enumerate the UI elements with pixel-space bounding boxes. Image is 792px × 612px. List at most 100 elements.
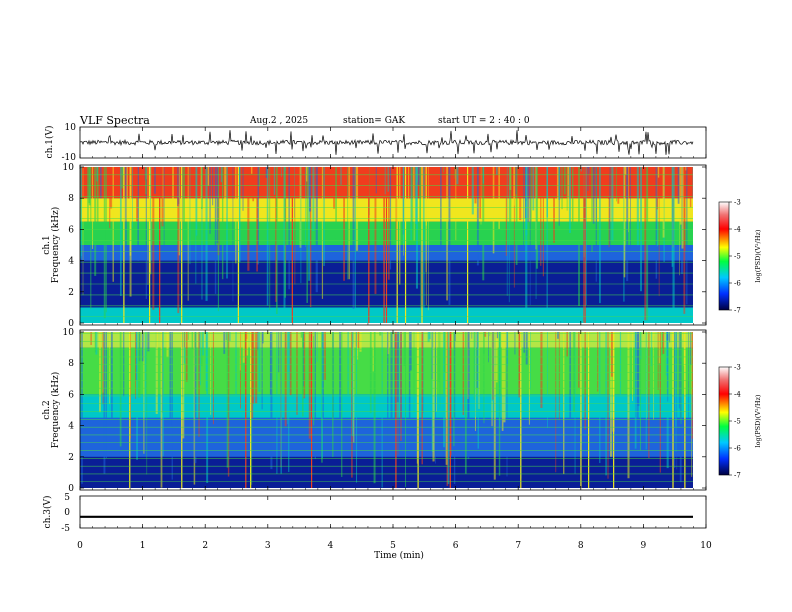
ch1-waveform-line	[79, 130, 694, 155]
frequency-tick-label: 8	[68, 359, 74, 369]
spectrogram-streak	[99, 167, 102, 199]
spectrogram-streak	[599, 332, 601, 464]
spectrogram-streak	[595, 167, 597, 282]
spectrogram-streak	[675, 332, 677, 452]
x-tick-label: 9	[641, 541, 647, 551]
spectrogram-streak	[454, 332, 456, 342]
spectrogram-streak	[261, 332, 264, 344]
spectrogram-streak	[201, 167, 203, 300]
spectrogram-streak	[553, 167, 555, 243]
spectrogram-streak	[563, 167, 566, 195]
spectrogram-streak	[145, 167, 147, 299]
x-tick-label: 5	[390, 541, 396, 551]
spectrogram-streak	[343, 167, 346, 281]
spectrogram-streak	[294, 167, 296, 285]
spectrogram-impulse	[291, 167, 293, 323]
spectrogram-streak	[547, 332, 548, 428]
spectrogram-streak	[87, 167, 89, 232]
spectrogram-streak	[691, 332, 693, 477]
spectrogram-streak	[632, 332, 633, 401]
spectrogram-streak	[355, 167, 359, 251]
spectrogram-streak	[198, 332, 200, 437]
spectrogram-streak	[513, 167, 516, 206]
spectrogram-streak	[686, 167, 688, 305]
spectrogram-streak	[599, 167, 601, 304]
spectrogram-streak	[677, 167, 680, 204]
spectrogram-streak	[94, 167, 97, 276]
spectrogram-streak	[229, 332, 231, 341]
spectrogram-streak	[515, 167, 517, 195]
spectrogram-impulse	[159, 167, 161, 323]
spectrogram-streak	[195, 167, 198, 236]
spectrogram-streak	[503, 332, 506, 423]
spectrogram-streak	[423, 167, 425, 311]
spectrogram-streak	[226, 332, 229, 468]
spectrogram-streak	[473, 332, 475, 400]
spectrogram-streak	[413, 167, 415, 241]
ch1-waveform-ylabel: ch.1(V)	[44, 126, 55, 159]
ch3-waveform-panel: 5 0 -5 ch.3(V)	[42, 493, 707, 534]
spectrogram-impulse	[580, 332, 582, 488]
spectrogram-streak	[691, 332, 693, 439]
spectrogram-streak	[496, 332, 499, 339]
x-tick-label: 10	[700, 541, 712, 551]
spectrogram-streak	[226, 167, 228, 279]
spectrogram-streak	[443, 167, 445, 173]
spectrogram-streak	[445, 332, 448, 465]
spectrogram-streak	[659, 332, 661, 473]
spectrogram-impulse	[404, 167, 407, 323]
spectrogram-streak	[667, 332, 669, 402]
spectrogram-streak	[658, 167, 660, 297]
colorbar-tick-label: -6	[734, 445, 741, 453]
spectrogram-streak	[636, 167, 639, 246]
spectrogram-streak	[269, 167, 271, 310]
spectrogram-streak	[195, 167, 197, 284]
spectrogram-streak	[324, 332, 326, 380]
spectrogram-streak	[102, 332, 104, 405]
spectrogram-streak	[340, 167, 342, 185]
spectrogram-impulse	[520, 332, 522, 488]
spectrogram-streak	[257, 332, 259, 333]
spectrogram-streak	[110, 332, 113, 419]
spectrogram-streak	[607, 332, 609, 479]
spectrogram-streak	[255, 332, 258, 404]
spectrogram-streak	[302, 332, 304, 394]
spectrogram-streak	[303, 332, 306, 399]
spectrogram-streak	[333, 167, 336, 209]
spectrogram-streak	[81, 167, 82, 257]
spectrogram-streak	[256, 167, 258, 272]
ch1-waveform-panel: 10 -10 ch.1(V)	[44, 123, 707, 163]
spectrogram-streak	[453, 332, 455, 447]
spectrogram-streak	[82, 167, 84, 296]
spectrogram-impulse	[672, 332, 674, 488]
spectrogram-band	[80, 332, 693, 348]
spectrogram-impulse	[417, 332, 419, 488]
spectrogram-streak	[574, 332, 576, 474]
spectrogram-streak	[210, 332, 212, 415]
spectrogram-streak	[276, 332, 278, 475]
x-tick-label: 7	[515, 541, 521, 551]
spectrogram-streak	[453, 332, 456, 485]
spectrogram-streak	[339, 332, 342, 451]
spectrogram-streak	[119, 332, 122, 447]
spectrogram-streak	[464, 332, 467, 474]
spectrogram-impulse	[449, 332, 451, 488]
spectrogram-streak	[183, 332, 186, 364]
spectrogram-impulse	[613, 332, 615, 488]
spectrogram-streak	[436, 332, 437, 412]
spectrogram-streak	[435, 332, 436, 464]
spectrogram-streak	[232, 167, 234, 302]
ch1-spectrogram-ylabel-channel: ch.1	[42, 235, 52, 254]
spectrogram-streak	[182, 332, 185, 439]
spectrogram-streak	[172, 167, 174, 213]
spectrogram-streak	[616, 167, 617, 202]
x-axis-label: Time (min)	[374, 550, 424, 561]
spectrogram-streak	[280, 332, 282, 474]
spectrogram-streak	[390, 332, 392, 358]
spectrogram-streak	[155, 332, 158, 414]
spectrogram-streak	[183, 332, 185, 348]
spectrogram-streak	[530, 167, 532, 244]
ch3-ytick-top: 5	[64, 493, 70, 503]
spectrogram-streak	[680, 332, 682, 425]
spectrogram-streak	[288, 332, 290, 472]
